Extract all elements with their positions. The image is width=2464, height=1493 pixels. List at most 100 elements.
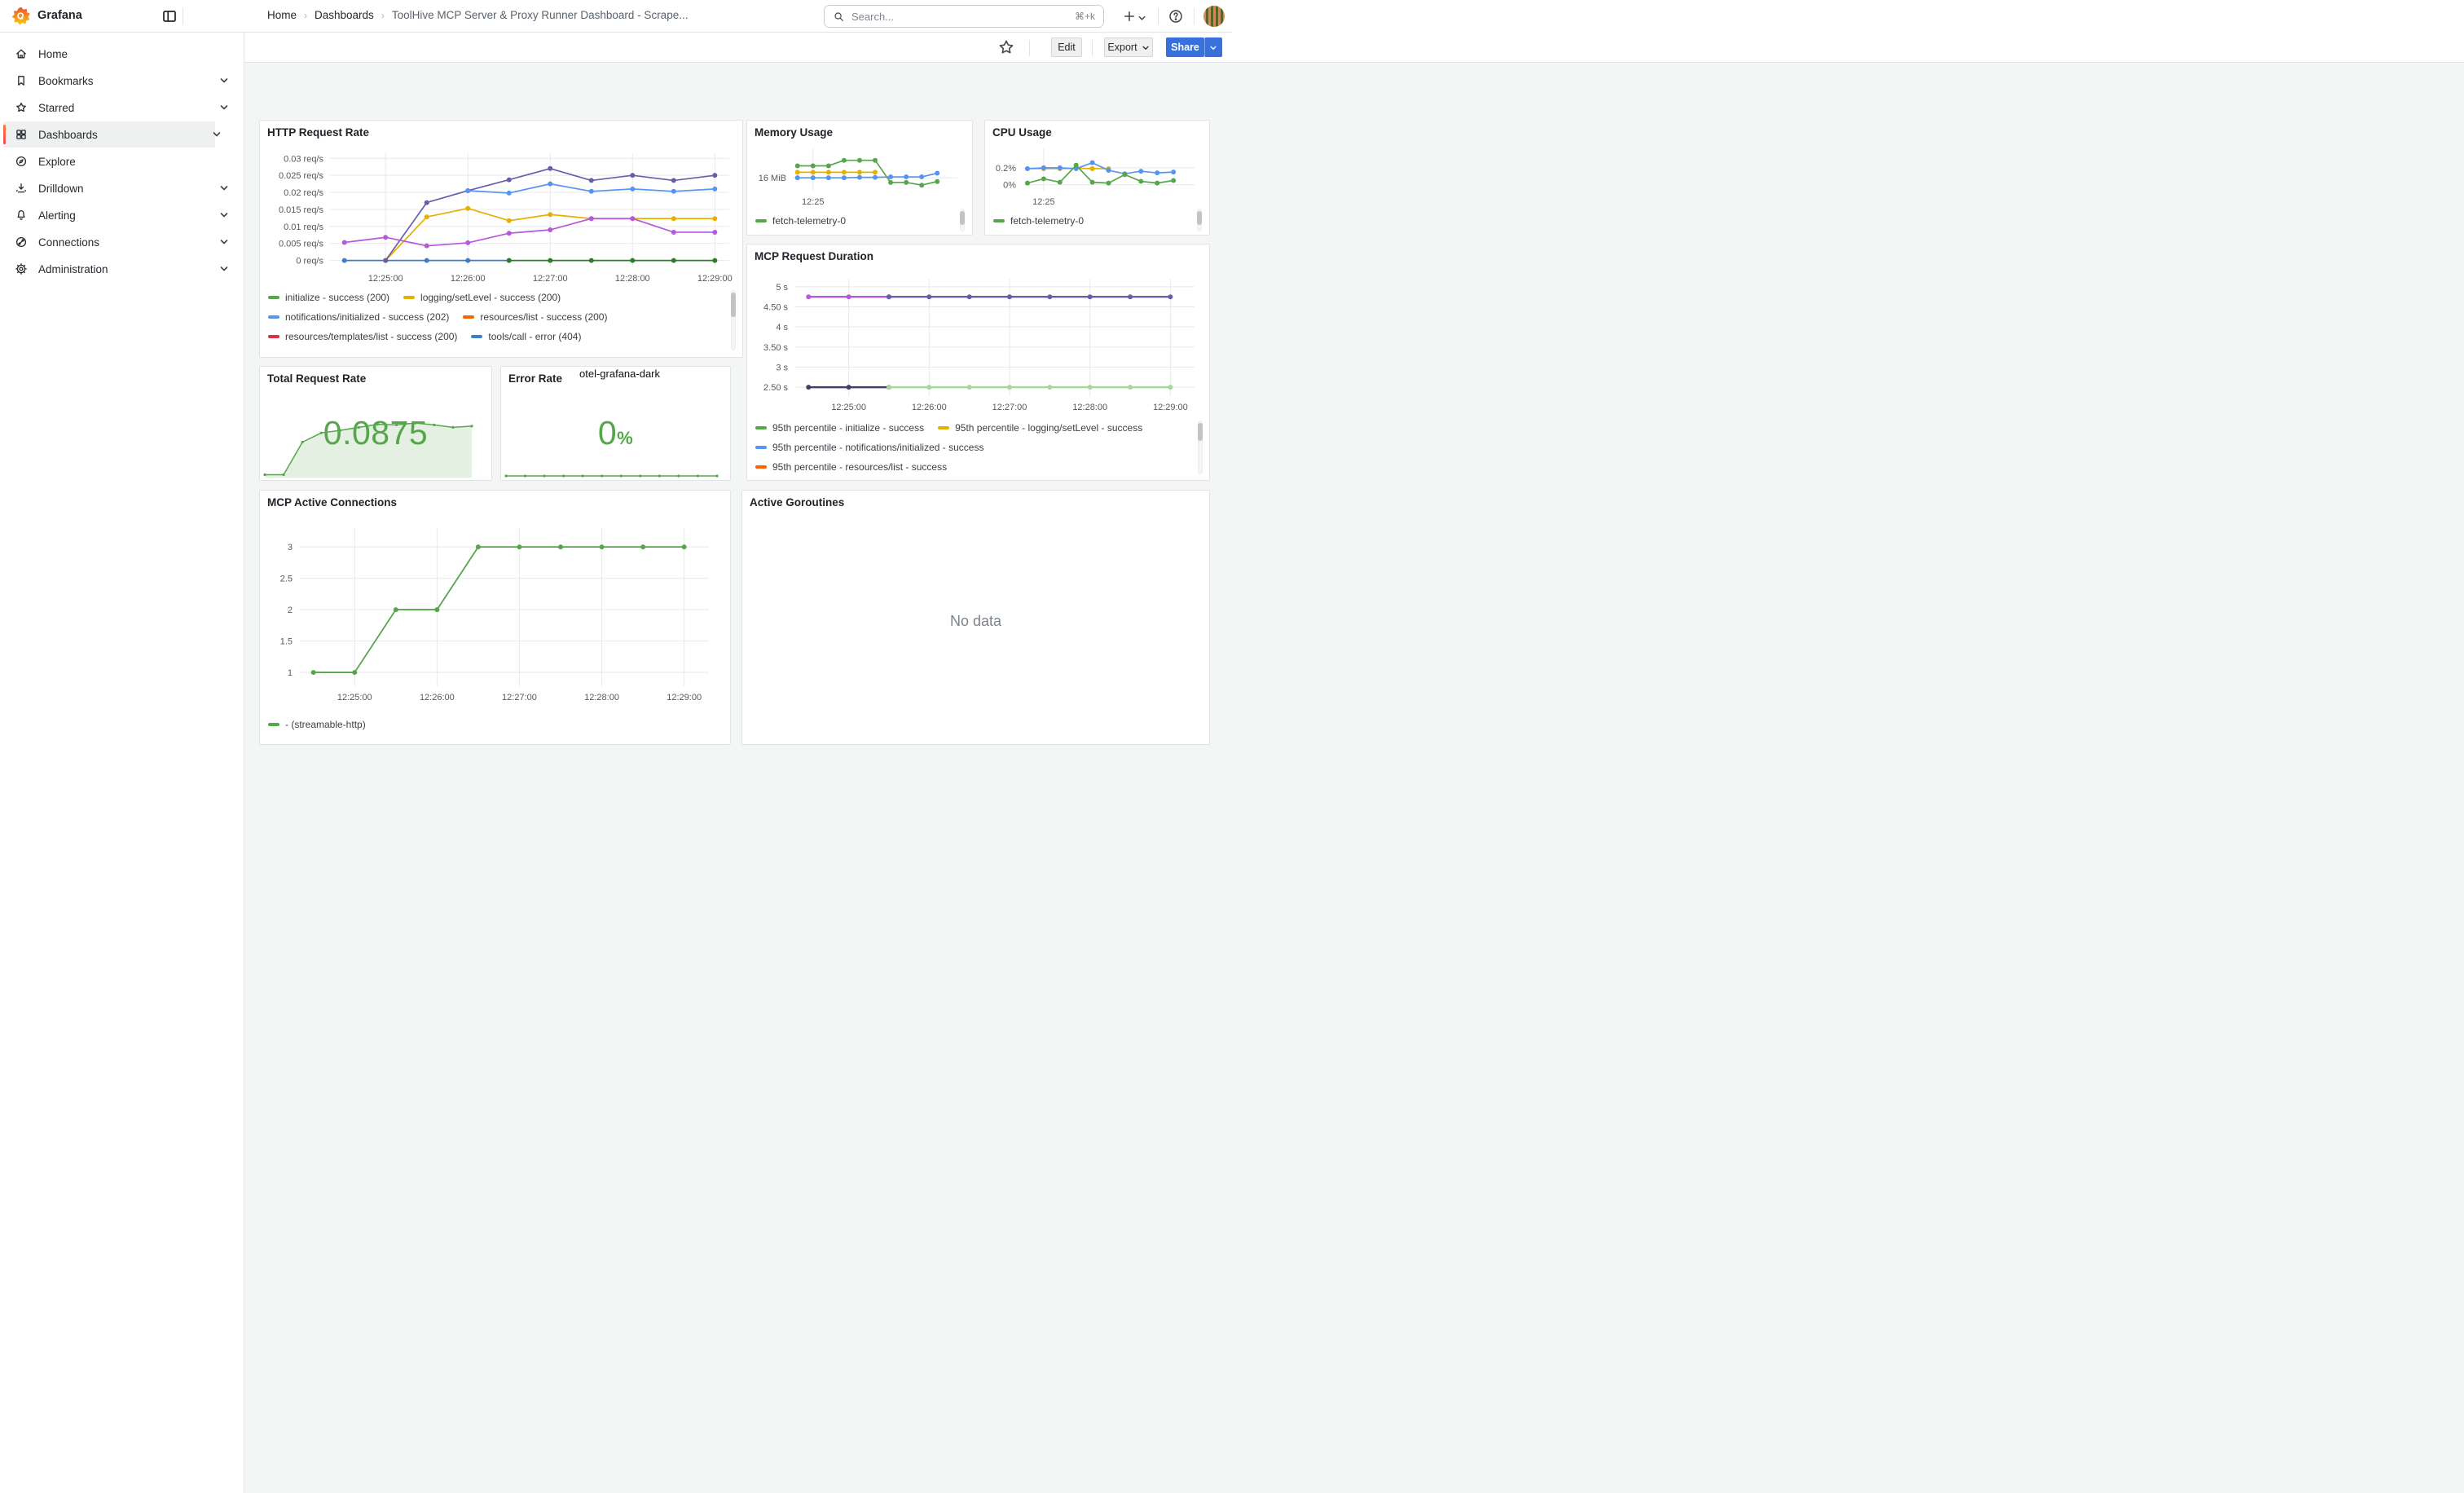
legend-item[interactable]: 95th percentile - notifications/initiali… [755,442,983,453]
legend-item[interactable]: logging/setLevel - success (200) [403,292,561,303]
panel-http-request-rate: HTTP Request Rate 0 req/s 0.005 req/s 0.01… [259,120,743,358]
svg-text:3: 3 [288,543,293,553]
sidebar-item-starred[interactable]: Starred [0,95,244,121]
legend-item[interactable]: tools/call - success (200) [268,350,393,353]
chevron-down-icon[interactable] [219,264,229,274]
grafana-logo-icon[interactable] [11,7,31,26]
mcp-request-duration-chart[interactable]: 5 s 4.50 s 4 s 3.50 s 3 s 2.50 s 12:25:00 12:26… [752,269,1203,419]
panel-title[interactable]: Memory Usage [755,126,834,139]
panel-title[interactable]: Active Goroutines [750,496,845,509]
svg-text:12:27:00: 12:27:00 [502,693,537,702]
add-button[interactable] [1123,7,1146,26]
cpu-usage-chart[interactable]: 0.2% 0% 12:25 [988,142,1203,210]
legend-item[interactable]: 95th percentile - logging/setLevel - suc… [938,422,1142,434]
breadcrumb-dashboards[interactable]: Dashboards [315,9,374,21]
panel-title[interactable]: HTTP Request Rate [267,126,370,139]
legend-label: tools/list - success (200) [424,350,529,353]
legend-item[interactable]: fetch-telemetry-0 [755,215,846,227]
plug-icon [15,236,28,249]
legend-item[interactable]: - (streamable-http) [268,719,366,730]
svg-text:12:25:00: 12:25:00 [368,274,403,284]
sidebar-item-administration[interactable]: Administration [0,256,244,282]
panel-mcp-active-connections: MCP Active Connections 3 2.5 2 1.5 1 12:25:00… [259,490,731,745]
chevron-down-icon[interactable] [219,76,229,86]
app-title: Grafana [37,9,82,22]
panel-title[interactable]: Error Rate [508,372,563,385]
panel-title[interactable]: MCP Request Duration [755,250,874,262]
chevron-down-icon[interactable] [219,210,229,220]
legend-scrollbar[interactable] [1197,209,1202,231]
chevron-down-icon[interactable] [219,237,229,247]
sidebar-item-label: Drilldown [38,182,84,195]
mega-menu-toggle-icon[interactable] [161,8,178,24]
help-icon [1168,9,1183,24]
legend-item[interactable]: notifications/initialized - success (202… [268,311,449,323]
sidebar-item-label: Administration [38,262,108,275]
mcp-active-connections-legend: - (streamable-http) [268,717,722,737]
svg-text:12:29:00: 12:29:00 [667,693,702,702]
legend-item[interactable]: 95th percentile - resources/list - succe… [755,461,947,473]
sidebar-item-label: Explore [38,155,76,168]
legend-item[interactable]: initialize - success (200) [268,292,389,303]
legend-item[interactable]: fetch-telemetry-0 [993,215,1084,227]
legend-label: 95th percentile - notifications/initiali… [772,441,984,453]
memory-usage-chart[interactable]: 16 MiB 12:25 [750,142,966,210]
svg-text:0.2%: 0.2% [996,164,1016,174]
svg-text:0.02 req/s: 0.02 req/s [284,188,323,198]
svg-text:12:26:00: 12:26:00 [420,693,455,702]
sidebar-item-alerting[interactable]: Alerting [0,202,244,228]
legend-label: 95th percentile - initialize - success [772,421,925,434]
legend-item[interactable]: resources/list - success (200) [463,311,607,323]
legend-swatch [268,334,279,338]
http-request-rate-chart[interactable]: 0 req/s 0.005 req/s 0.01 req/s 0.015 req/s 0… [265,145,736,288]
legend-scrollbar[interactable] [1198,421,1203,474]
legend-label: resources/templates/list - success (200) [285,330,458,342]
legend-swatch [755,445,767,449]
legend-swatch [463,315,475,319]
sidebar-item-home[interactable]: Home [0,41,244,67]
legend-scrollbar[interactable] [731,290,736,350]
share-button[interactable]: Share [1166,37,1204,57]
search-box[interactable]: ⌘+k [824,5,1104,28]
legend-item[interactable]: tools/call - error (404) [471,331,581,342]
user-avatar[interactable] [1203,6,1225,27]
sidebar-item-explore[interactable]: Explore [0,148,244,174]
favorite-star-icon[interactable] [998,39,1014,55]
svg-text:0.005 req/s: 0.005 req/s [279,240,324,249]
share-options-button[interactable] [1204,37,1222,57]
svg-text:4 s: 4 s [776,323,788,333]
legend-scrollbar[interactable] [960,209,965,231]
svg-text:16 MiB: 16 MiB [759,174,786,183]
legend-item[interactable]: 95th percentile - initialize - success [755,422,924,434]
legend-item[interactable]: unknown - success (200) [543,350,668,353]
legend-swatch [993,218,1005,222]
sidebar-item-connections[interactable]: Connections [0,229,244,255]
panel-title[interactable]: Total Request Rate [267,372,367,385]
edit-button[interactable]: Edit [1051,37,1082,57]
mcp-active-connections-chart[interactable]: 3 2.5 2 1.5 1 12:25:00 12:26:00 12:27:00 12:28:0… [265,518,720,711]
panel-title[interactable]: MCP Active Connections [267,496,398,509]
sidebar-item-bookmarks[interactable]: Bookmarks [0,68,244,94]
dashboard-toolbar: Edit Export Share [244,33,2464,63]
breadcrumb-home[interactable]: Home [267,9,297,21]
chevron-down-icon [1137,12,1146,21]
chevron-down-icon[interactable] [219,183,229,193]
legend-label: - (streamable-http) [285,718,366,730]
legend-item[interactable]: tools/list - success (200) [407,350,529,353]
sidebar-item-dashboards[interactable]: Dashboards [3,121,221,148]
search-input[interactable] [851,10,1068,23]
grid-icon [15,128,28,141]
legend-item[interactable]: resources/templates/list - success (200) [268,331,457,342]
memory-usage-legend: fetch-telemetry-0 [755,214,949,231]
sidebar-item-drilldown[interactable]: Drilldown [0,175,244,201]
drag-label-otel-grafana-dark: otel-grafana-dark [579,368,660,380]
chevron-down-icon[interactable] [212,130,222,139]
chevron-down-icon[interactable] [219,103,229,112]
svg-text:12:25:00: 12:25:00 [831,403,866,412]
panel-title[interactable]: CPU Usage [992,126,1052,139]
topbar-divider [1158,8,1159,24]
plus-icon [1123,10,1136,23]
export-button[interactable]: Export [1104,37,1153,57]
help-button[interactable] [1168,7,1183,26]
error-rate-sparkline [504,467,727,478]
